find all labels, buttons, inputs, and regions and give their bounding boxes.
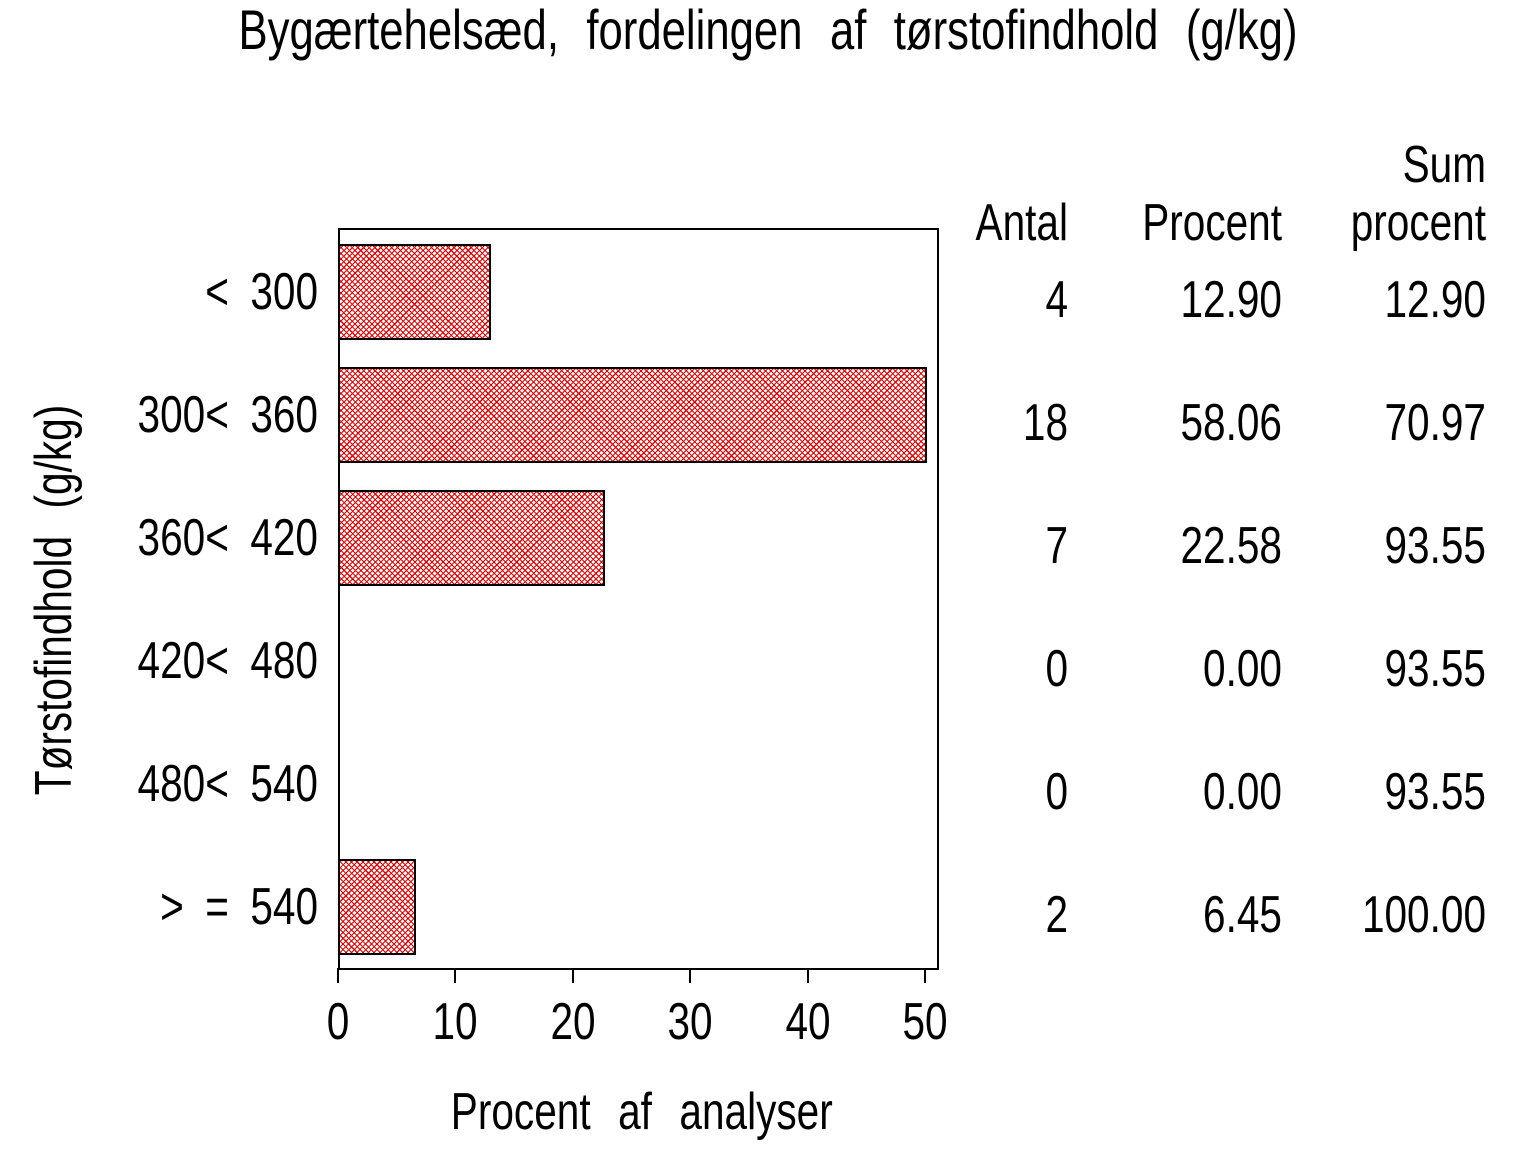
col-header-sum-line1: Sum [1402, 136, 1486, 194]
chart-title: Bygærtehelsæd, fordelingen af tørstofind… [238, 0, 1298, 61]
category-label: 420< 480 [137, 631, 318, 690]
col-header-sum-line2: procent [1350, 194, 1486, 252]
cell-sum: 70.97 [1384, 393, 1486, 452]
category-label: 360< 420 [137, 508, 318, 567]
category-label: 300< 360 [137, 385, 318, 444]
x-tick-label: 0 [326, 993, 350, 1051]
y-axis-title: Tørstofindhold (g/kg) [25, 404, 83, 796]
cell-sum: 93.55 [1384, 762, 1486, 821]
cell-sum: 93.55 [1384, 639, 1486, 698]
cell-antal: 2 [1045, 885, 1068, 944]
category-label: 480< 540 [137, 754, 318, 813]
cell-antal: 0 [1045, 762, 1068, 821]
cell-antal: 4 [1045, 270, 1068, 329]
x-axis-title: Procent af analyser [450, 1083, 833, 1141]
x-tick-mark [924, 968, 926, 983]
plot-area [338, 228, 939, 970]
cell-sum: 100.00 [1361, 885, 1486, 944]
cell-procent: 0.00 [1203, 639, 1282, 698]
x-tick-mark [689, 968, 692, 983]
cell-procent: 12.90 [1180, 270, 1282, 329]
cell-sum: 12.90 [1384, 270, 1486, 329]
cell-sum: 93.55 [1384, 516, 1486, 575]
bar-lt-300 [338, 243, 492, 340]
cell-procent: 6.45 [1203, 885, 1282, 944]
category-label: < 300 [205, 262, 318, 321]
x-tick-label: 50 [902, 993, 948, 1051]
x-tick-label: 40 [785, 993, 831, 1051]
bar-300-360 [338, 366, 927, 463]
category-label: > = 540 [160, 877, 318, 936]
bar-360-420 [338, 489, 606, 586]
x-tick-label: 20 [550, 993, 596, 1051]
x-tick-mark [454, 968, 457, 983]
x-tick-label: 10 [432, 993, 478, 1051]
col-header-antal: Antal [975, 194, 1068, 252]
cell-antal: 7 [1045, 516, 1068, 575]
col-header-procent: Procent [1142, 194, 1282, 252]
x-tick-label: 30 [667, 993, 713, 1051]
cell-antal: 18 [1022, 393, 1068, 452]
x-tick-mark [806, 968, 809, 983]
cell-procent: 58.06 [1180, 393, 1282, 452]
bar-gte-540 [338, 858, 416, 955]
x-tick-mark [571, 968, 574, 983]
cell-procent: 22.58 [1180, 516, 1282, 575]
cell-antal: 0 [1045, 639, 1068, 698]
x-tick-mark [337, 968, 339, 983]
cell-procent: 0.00 [1203, 762, 1282, 821]
